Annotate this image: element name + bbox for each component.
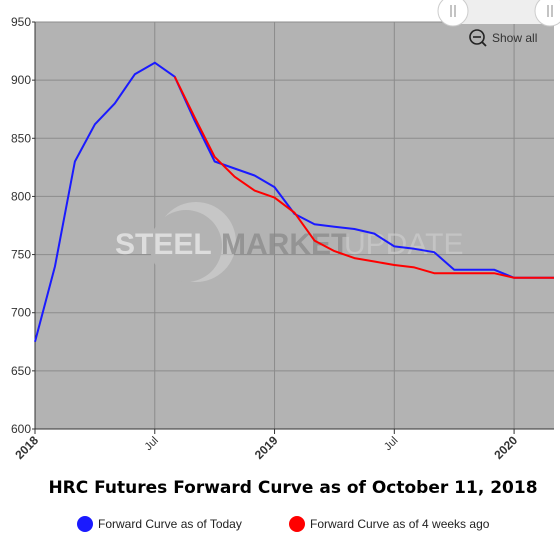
legend-item[interactable]: Forward Curve as of Today xyxy=(77,516,242,532)
watermark-word-market: MARKET xyxy=(221,228,349,261)
y-tick-label: 950 xyxy=(11,15,31,29)
axes xyxy=(34,22,554,430)
x-tick-label: 2020 xyxy=(491,433,520,462)
x-tick-label: Jul xyxy=(142,435,160,453)
watermark-ring-cutout xyxy=(150,210,222,282)
legend: Forward Curve as of Today Forward Curve a… xyxy=(77,516,490,532)
x-axis-tick-labels: 2018 Jul 2019 Jul 2020 xyxy=(12,429,520,462)
y-tick-label: 850 xyxy=(11,131,31,145)
steel-market-update-watermark: STEEL MARKET UPDATE xyxy=(115,202,463,282)
y-tick-label: 700 xyxy=(11,306,31,320)
show-all-label[interactable]: Show all xyxy=(492,31,537,45)
legend-label: Forward Curve as of Today xyxy=(98,517,242,531)
legend-item[interactable]: Forward Curve as of 4 weeks ago xyxy=(289,516,490,532)
gridlines xyxy=(34,21,554,430)
range-navigator[interactable] xyxy=(437,0,560,27)
series-layer xyxy=(34,61,554,343)
y-axis-tick-labels: 600 650 700 750 800 850 900 950 xyxy=(11,15,35,436)
legend-marker xyxy=(77,516,93,532)
series-line-4-weeks-ago xyxy=(173,76,554,279)
navigator-left-handle[interactable] xyxy=(437,0,469,27)
x-tick-label: 2018 xyxy=(12,433,41,462)
y-tick-label: 800 xyxy=(11,189,31,203)
watermark-word-steel: STEEL xyxy=(115,228,212,261)
show-all-button[interactable]: Show all xyxy=(469,29,537,47)
zoom-out-icon xyxy=(469,29,485,45)
y-tick-label: 900 xyxy=(11,73,31,87)
y-tick-label: 600 xyxy=(11,422,31,436)
zoom-out-icon-handle xyxy=(481,41,487,47)
legend-marker xyxy=(289,516,305,532)
plot-area xyxy=(35,22,554,429)
y-tick-label: 750 xyxy=(11,248,31,262)
chart-title: HRC Futures Forward Curve as of October … xyxy=(48,478,537,498)
x-tick-label: Jul xyxy=(382,435,400,453)
x-tick-label: 2019 xyxy=(252,433,281,462)
legend-label: Forward Curve as of 4 weeks ago xyxy=(310,517,490,531)
navigator-track[interactable] xyxy=(448,0,560,24)
y-tick-label: 650 xyxy=(11,364,31,378)
watermark-word-update: UPDATE xyxy=(344,228,463,261)
